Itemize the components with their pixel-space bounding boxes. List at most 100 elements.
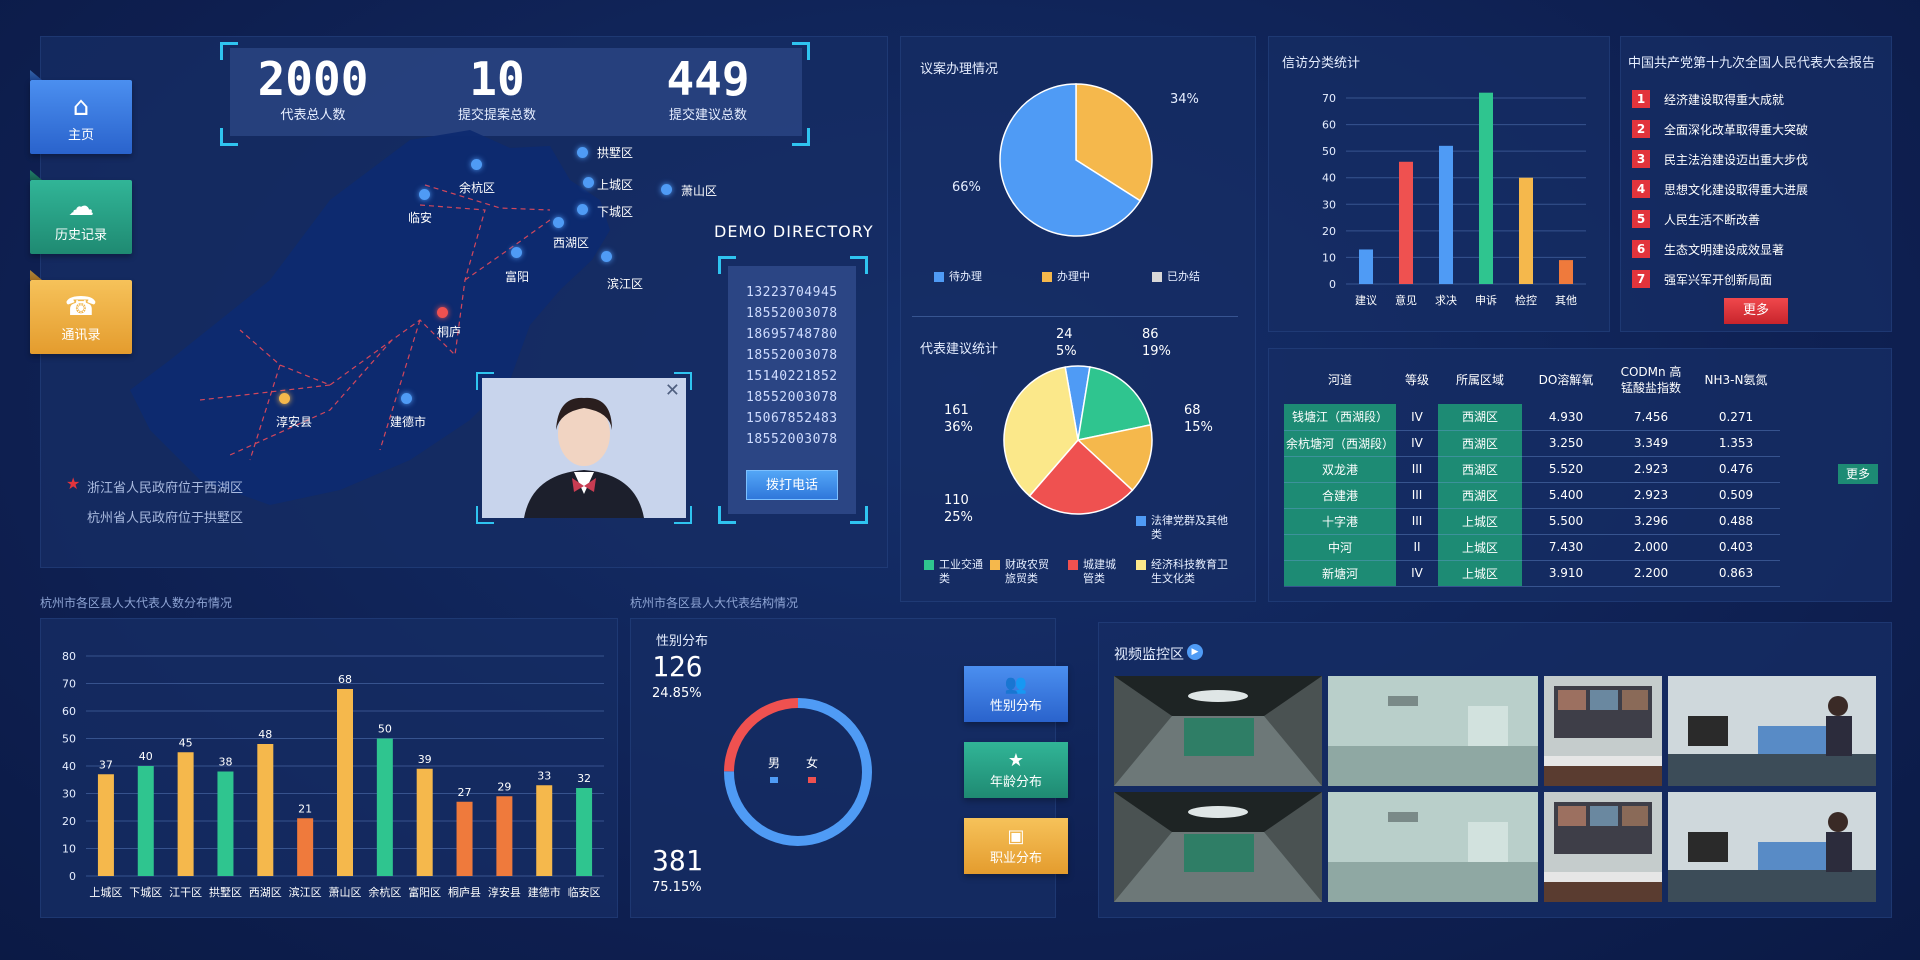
operator-image	[482, 378, 686, 518]
report-item-label: 人民生活不断改善	[1664, 212, 1761, 227]
box-icon: ▣	[1007, 825, 1025, 847]
play-icon[interactable]: ▶	[1187, 644, 1203, 660]
table-cell: 上城区	[1438, 508, 1522, 535]
phone-number[interactable]: 18695748780	[746, 327, 838, 342]
pie-value-label: 86 19%	[1142, 326, 1171, 360]
rank-badge: 4	[1632, 180, 1650, 198]
table-cell: 西湖区	[1438, 430, 1522, 457]
map-point-gongshu[interactable]	[577, 147, 588, 158]
stats-corner	[220, 128, 238, 146]
bar	[217, 771, 234, 876]
table-cell: 3.250	[1522, 430, 1610, 457]
report-item[interactable]: 1 经济建设取得重大成就	[1632, 90, 1784, 108]
proposal-pie-chart	[999, 83, 1153, 237]
table-cell: 5.400	[1522, 482, 1610, 509]
table-row[interactable]: 合建港 III 西湖区 5.400 2.923 0.509	[1284, 482, 1780, 509]
report-item[interactable]: 6 生态文明建设成效显著	[1632, 240, 1784, 258]
report-item[interactable]: 5 人民生活不断改善	[1632, 210, 1760, 228]
camera-feed[interactable]	[1668, 676, 1876, 786]
phone-number[interactable]: 13223704945	[746, 285, 838, 300]
table-row[interactable]: 中河 II 上城区 7.430 2.000 0.403	[1284, 534, 1780, 561]
camera-feed[interactable]	[1328, 792, 1538, 902]
map-label: 临安	[408, 211, 433, 225]
table-cell: II	[1396, 534, 1438, 561]
table-row[interactable]: 新塘河 IV 上城区 3.910 2.200 0.863	[1284, 560, 1780, 587]
camera-feed[interactable]	[1328, 676, 1538, 786]
table-row[interactable]: 钱塘江（西湖段） IV 西湖区 4.930 7.456 0.271	[1284, 404, 1780, 431]
contacts-button[interactable]: ☎ 通讯录	[30, 280, 132, 354]
table-header: 河道 等级 所属区域 DO溶解氧 CODMn 高锰酸盐指数 NH3-N氨氮	[1284, 356, 1780, 404]
map-point-jiande[interactable]	[401, 393, 412, 404]
table-more-button[interactable]: 更多	[1838, 464, 1878, 484]
map-point-xiaoshan[interactable]	[661, 184, 672, 195]
bar	[576, 788, 593, 876]
map-point-xiacheng[interactable]	[577, 204, 588, 215]
male-swatch	[770, 777, 778, 783]
map-label: 上城区	[597, 178, 634, 192]
table-cell: 0.271	[1692, 404, 1780, 431]
gender-title: 性别分布	[656, 634, 709, 649]
gender-dist-button[interactable]: 👥 性别分布	[964, 666, 1068, 722]
report-more-button[interactable]: 更多	[1724, 298, 1788, 324]
map-point-chunan[interactable]	[279, 393, 290, 404]
table-cell: 3.910	[1522, 560, 1610, 587]
table-cell: 0.509	[1692, 482, 1780, 509]
rank-badge: 5	[1632, 210, 1650, 228]
stats-corner	[220, 42, 238, 60]
petition-bar-chart: 0 10 20 30 40 50 60 70 建议 意见 求决 申诉 检控 其他	[1322, 92, 1586, 307]
table-cell: 3.296	[1610, 508, 1692, 535]
proposal-title: 议案办理情况	[920, 62, 999, 77]
bar-value-label: 45	[179, 736, 193, 749]
phone-list: 13223704945 18552003078 18695748780 1855…	[746, 282, 838, 450]
camera-feed[interactable]	[1544, 792, 1662, 902]
col-header: 河道	[1327, 373, 1352, 387]
map-point-fuyang[interactable]	[511, 247, 522, 258]
table-row[interactable]: 十字港 III 上城区 5.500 3.296 0.488	[1284, 508, 1780, 535]
phone-number[interactable]: 18552003078	[746, 348, 838, 363]
phone-number[interactable]: 18552003078	[746, 432, 838, 447]
dist-title: 杭州市各区县人大代表人数分布情况	[40, 596, 233, 610]
map-point-binjiang[interactable]	[601, 251, 612, 262]
pie-value: 68	[1184, 403, 1201, 418]
age-dist-button[interactable]: ★ 年龄分布	[964, 742, 1068, 798]
x-tick-label: 其他	[1555, 294, 1577, 307]
map-point-shangcheng[interactable]	[583, 177, 594, 188]
bar	[1359, 249, 1373, 284]
dir-corner	[718, 506, 736, 524]
job-dist-button[interactable]: ▣ 职业分布	[964, 818, 1068, 874]
female-swatch	[808, 777, 816, 783]
phone-number[interactable]: 15140221852	[746, 369, 838, 384]
map-point-linan[interactable]	[419, 189, 430, 200]
phone-number[interactable]: 18552003078	[746, 306, 838, 321]
report-item[interactable]: 7 强军兴军开创新局面	[1632, 270, 1772, 288]
camera-feed[interactable]	[1544, 676, 1662, 786]
history-label: 历史记录	[54, 227, 107, 243]
table-row[interactable]: 双龙港 III 西湖区 5.520 2.923 0.476	[1284, 456, 1780, 483]
report-item[interactable]: 3 民主法治建设迈出重大步伐	[1632, 150, 1808, 168]
camera-feed[interactable]	[1114, 676, 1322, 786]
bar	[177, 752, 194, 876]
map-point-tonglu[interactable]	[437, 307, 448, 318]
home-button[interactable]: ⌂ 主页	[30, 80, 132, 154]
camera-feed[interactable]	[1114, 792, 1322, 902]
map-point-xihu[interactable]	[553, 217, 564, 228]
bar-value-label: 29	[497, 780, 511, 793]
y-tick-label: 30	[62, 788, 76, 801]
rank-badge: 6	[1632, 240, 1650, 258]
table-row[interactable]: 余杭塘河（西湖段） IV 西湖区 3.250 3.349 1.353	[1284, 430, 1780, 457]
y-tick-label: 40	[1322, 172, 1336, 185]
report-item[interactable]: 2 全面深化改革取得重大突破	[1632, 120, 1808, 138]
legend-label: 法律党群及其他类	[1151, 514, 1228, 541]
report-item[interactable]: 4 思想文化建设取得重大进展	[1632, 180, 1808, 198]
history-button[interactable]: ☁ 历史记录	[30, 180, 132, 254]
call-button[interactable]: 拨打电话	[746, 470, 838, 500]
table-cell: 双龙港	[1284, 456, 1396, 483]
report-item-label: 民主法治建设迈出重大步伐	[1664, 152, 1809, 167]
rank-badge: 2	[1632, 120, 1650, 138]
camera-feed[interactable]	[1668, 792, 1876, 902]
video-call-window[interactable]: ✕	[482, 378, 686, 518]
phone-number[interactable]: 15067852483	[746, 411, 838, 426]
phone-number[interactable]: 18552003078	[746, 390, 838, 405]
map-point-yuhang[interactable]	[471, 159, 482, 170]
close-icon[interactable]: ✕	[664, 380, 680, 401]
